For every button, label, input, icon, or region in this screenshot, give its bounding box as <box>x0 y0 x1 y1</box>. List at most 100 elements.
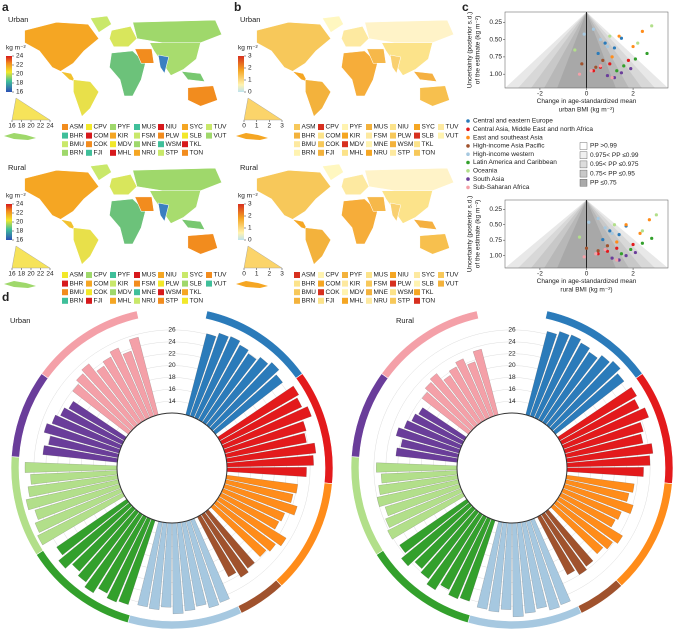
island-swatch <box>110 141 116 148</box>
island-swatch <box>134 132 140 139</box>
island-swatch <box>62 132 68 139</box>
island-code: MUS <box>142 124 157 131</box>
region-ring <box>467 605 582 630</box>
island-code: KIR <box>350 132 361 139</box>
y-axis-label: Uncertainty (posterior s.d.) <box>467 196 474 273</box>
r-tick-label: 20 <box>168 362 176 369</box>
colorbar-tick-label: 20 <box>16 71 24 78</box>
island-swatch <box>390 124 396 130</box>
island-swatch <box>390 132 396 139</box>
island-swatch <box>414 272 420 278</box>
island-swatch <box>438 132 444 139</box>
region-ring <box>381 310 479 379</box>
island-swatch <box>390 149 396 156</box>
island-code: KIR <box>118 132 129 139</box>
chart-title: Rural <box>396 316 414 325</box>
island-swatch <box>206 132 212 139</box>
distribution <box>11 245 51 269</box>
island-swatch <box>318 124 324 130</box>
legend-marker <box>466 144 470 148</box>
country-region <box>109 198 146 245</box>
scatter-point <box>601 58 605 62</box>
island-code: MNE <box>374 289 389 296</box>
panel-label: c <box>462 0 469 14</box>
scatter-point <box>596 216 600 221</box>
island-code: COK <box>326 289 341 296</box>
legend-label: High-income Asia Pacific <box>473 143 545 150</box>
y-tick-label: 0.25 <box>489 19 502 26</box>
country-region <box>412 71 438 82</box>
scatter-point <box>615 69 619 73</box>
island-swatch <box>414 149 420 156</box>
island-code: KIR <box>118 280 129 287</box>
scatter-point <box>603 226 607 230</box>
island-swatch <box>294 149 300 156</box>
island-code: COM <box>94 280 109 287</box>
island-swatch <box>158 272 164 278</box>
island-code: TON <box>190 298 204 305</box>
inset-map <box>4 133 36 140</box>
island-code: ASM <box>302 272 316 279</box>
island-swatch <box>110 297 116 304</box>
island-code: PYF <box>118 272 131 279</box>
island-swatch <box>342 141 348 148</box>
map-title: Rural <box>240 163 258 172</box>
island-code: MUS <box>142 272 157 279</box>
country-region <box>157 54 170 75</box>
island-swatch <box>182 141 188 148</box>
scatter-point <box>638 231 642 235</box>
colorbar-tick-label: 16 <box>16 89 24 96</box>
island-swatch <box>86 289 92 296</box>
scatter-point <box>650 236 654 240</box>
y-tick-label: 0.75 <box>489 54 502 61</box>
island-code: VUT <box>446 132 459 139</box>
island-code: MHL <box>118 298 132 305</box>
island-code: BRN <box>70 298 84 305</box>
scatter-point <box>605 249 610 253</box>
scatter-point <box>608 34 612 38</box>
scatter-point <box>619 36 624 40</box>
colorbar <box>6 56 12 92</box>
island-swatch <box>206 280 212 287</box>
scatter-point <box>631 44 635 49</box>
scatter-point <box>610 76 614 80</box>
chart-title: Urban <box>10 316 30 325</box>
country-region <box>412 219 438 230</box>
island-code: COM <box>326 280 341 287</box>
y-tick-label: 0.25 <box>489 206 502 213</box>
island-code: FSM <box>374 132 388 139</box>
island-swatch <box>342 289 348 296</box>
island-code: PYF <box>350 272 363 279</box>
colorbar-tick-label: 3 <box>248 201 252 208</box>
island-swatch <box>134 289 140 296</box>
scatter-point <box>610 256 614 260</box>
island-swatch <box>366 149 372 156</box>
colorbar-tick-label: 18 <box>16 228 24 235</box>
hist-tick-label: 16 <box>8 271 16 278</box>
scatter-point <box>605 73 610 78</box>
colorbar-tick-label: 22 <box>16 210 24 217</box>
panel-label: d <box>2 290 9 304</box>
r-tick-label: 22 <box>168 350 176 357</box>
island-swatch <box>158 289 164 296</box>
pp-label: 0.75< PP ≤0.95 <box>590 170 635 177</box>
region-ring <box>577 579 623 614</box>
island-code: TKL <box>422 289 434 296</box>
y-tick-label: 0.50 <box>489 221 502 228</box>
scatter-point <box>617 258 621 262</box>
country-region <box>157 202 170 223</box>
island-code: TUV <box>214 272 228 279</box>
island-swatch <box>134 280 140 287</box>
island-code: WSM <box>166 141 182 148</box>
pp-swatch <box>579 179 588 187</box>
country-region <box>149 42 201 76</box>
island-code: NIU <box>166 124 178 131</box>
island-code: FJI <box>326 150 335 157</box>
island-swatch <box>366 124 372 130</box>
scatter-point <box>582 255 586 259</box>
island-swatch <box>182 272 188 278</box>
inner-circle <box>116 412 228 524</box>
island-code: WSM <box>398 141 414 148</box>
country-region <box>180 219 206 230</box>
